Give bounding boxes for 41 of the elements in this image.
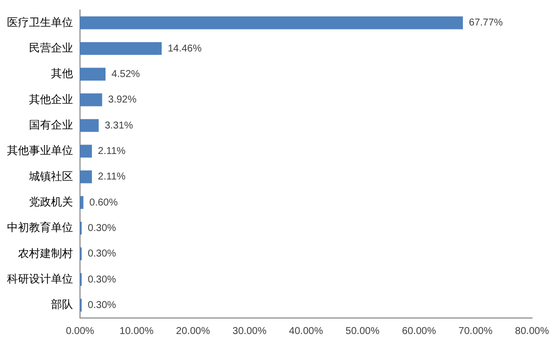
bar: [80, 42, 162, 55]
bar: [80, 144, 92, 158]
y-tick-label: 科研设计单位: [7, 272, 73, 286]
y-tick-label: 党政机关: [29, 196, 73, 209]
y-tick-label: 国有企业: [29, 118, 73, 132]
x-tick-label: 60.00%: [402, 326, 436, 337]
data-label: 14.46%: [168, 43, 202, 54]
y-tick-label: 农村建制村: [18, 246, 73, 260]
y-tick-label: 医疗卫生单位: [7, 16, 73, 29]
x-tick-label: 50.00%: [346, 326, 380, 337]
data-label: 0.30%: [88, 274, 116, 286]
x-tick-label: 10.00%: [120, 326, 154, 337]
data-label: 0.30%: [88, 300, 116, 311]
bar: [80, 119, 99, 132]
bar: [80, 170, 92, 184]
x-tick-label: 40.00%: [289, 326, 324, 337]
y-tick-label: 其他事业单位: [7, 144, 73, 158]
data-label: 2.11%: [98, 172, 126, 183]
data-label: 67.77%: [468, 18, 503, 29]
data-label: 4.52%: [112, 68, 140, 80]
bar: [80, 93, 102, 106]
x-tick-label: 80.00%: [515, 326, 550, 337]
y-tick-label: 中初教育单位: [7, 221, 73, 234]
y-tick-label: 民营企业: [29, 42, 73, 55]
bar: [80, 16, 463, 30]
data-label: 2.11%: [98, 146, 126, 157]
data-label: 0.30%: [88, 222, 116, 234]
x-tick-label: 70.00%: [458, 326, 493, 337]
y-tick-label: 其他企业: [29, 92, 73, 106]
bar: [80, 68, 106, 81]
bar: [80, 196, 84, 209]
data-label: 0.30%: [88, 248, 116, 260]
x-tick-label: 30.00%: [232, 326, 267, 337]
x-tick-label: 0.00%: [66, 326, 94, 337]
x-tick-label: 20.00%: [176, 326, 210, 337]
y-tick-label: 其他: [51, 67, 73, 80]
data-label: 3.31%: [104, 120, 134, 132]
data-label: 3.92%: [108, 94, 137, 106]
y-tick-label: 部队: [51, 298, 73, 312]
y-tick-label: 城镇社区: [28, 170, 73, 183]
data-label: 0.60%: [89, 197, 118, 208]
